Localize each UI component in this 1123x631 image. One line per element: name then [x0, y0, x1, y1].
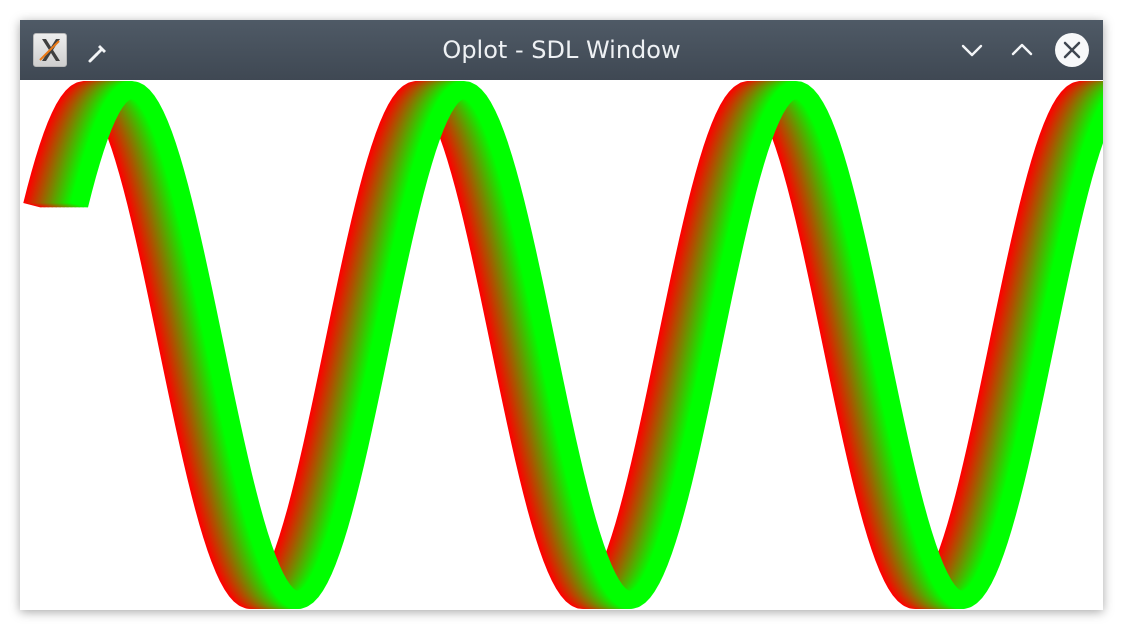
sine-plot — [23, 81, 1103, 609]
maximize-button[interactable] — [1005, 33, 1039, 67]
pin-button[interactable] — [85, 35, 115, 65]
x-app-icon-graphic — [39, 39, 60, 61]
pin-icon — [88, 42, 106, 63]
close-icon — [1063, 41, 1081, 59]
x-app-icon[interactable] — [33, 33, 67, 67]
plot-canvas[interactable] — [20, 80, 1103, 610]
sdl-window: Oplot - SDL Window — [20, 20, 1103, 610]
gradient-sine-layer — [70, 81, 1103, 609]
window-title: Oplot - SDL Window — [442, 36, 681, 64]
chevron-up-icon — [1011, 43, 1033, 56]
minimize-button[interactable] — [955, 33, 989, 67]
window-titlebar[interactable]: Oplot - SDL Window — [20, 20, 1103, 80]
close-button[interactable] — [1055, 33, 1089, 67]
chevron-down-icon — [961, 44, 983, 57]
